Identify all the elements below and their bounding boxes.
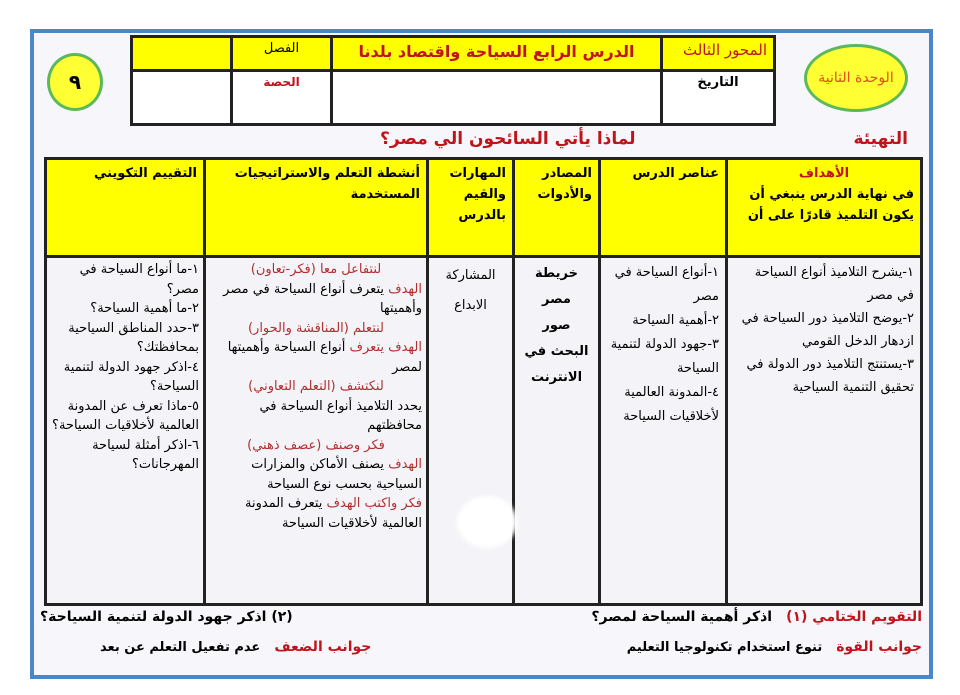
resource-item: خريطة xyxy=(535,266,578,281)
lesson-element-item: ٢-أهمية السياحة xyxy=(632,313,719,328)
goal-text: يصنف الأماكن والمزارات السياحية بحسب نوع… xyxy=(251,457,422,492)
objectives-cell: ١-يشرح التلاميذ أنواع السياحة في مصر ٢-يو… xyxy=(725,255,923,606)
strengths-text: تنوع استخدام تكنولوجيا التعليم xyxy=(626,639,823,655)
evaluation-row: جوانب القوة تنوع استخدام تكنولوجيا التعل… xyxy=(40,639,922,655)
strengths-label: جوانب القوة xyxy=(836,639,922,655)
assessment-item: ٤-اذكر جهود الدولة لتنمية السياحة؟ xyxy=(63,359,199,395)
activity-goal: فكر واكتب الهدف يتعرف المدونة العالمية ل… xyxy=(210,494,422,533)
header-resources: المصادر والأدوات xyxy=(512,157,601,258)
goal-label: الهدف xyxy=(388,281,422,297)
skill-item: الابداع xyxy=(454,298,487,313)
activity-strategy: فكر وصنف (عصف ذهني) xyxy=(247,437,385,453)
resource-item: البحث في xyxy=(524,344,589,359)
final-question-2: (٢) اذكر جهود الدولة لتنمية السياحة؟ xyxy=(40,609,293,625)
objectives-title: الأهداف xyxy=(798,166,850,181)
header-objectives: الأهداف في نهاية الدرس ينبغي أن يكون الت… xyxy=(725,157,923,258)
class-value[interactable] xyxy=(130,35,233,72)
elements-cell: ١-أنواع السياحة في مصر ٢-أهمية السياحة ٣-ج… xyxy=(598,255,728,606)
assessment-cell: ١-ما أنواع السياحة في مصر؟ ٢-ما أهمية الس… xyxy=(44,255,206,606)
header-elements: عناصر الدرس xyxy=(598,157,728,258)
assessment-item: ١-ما أنواع السياحة في مصر؟ xyxy=(79,262,199,297)
goal-label: الهدف xyxy=(388,457,422,472)
activity-strategy: لنتفاعل معا (فكر-تعاون) xyxy=(250,262,382,277)
goal-text: يتعرف المدونة العالمية لأخلاقيات السياحة xyxy=(245,496,422,531)
resource-item: مصر xyxy=(542,292,571,307)
goal-label: فكر واكتب الهدف xyxy=(326,496,422,511)
skills-cell: المشاركة الابداع xyxy=(426,255,515,606)
goal-text: أنواع السياحة وأهميتها لمصر xyxy=(227,340,422,375)
final-assessment-row: التقويم الختامي (١) اذكر أهمية السياحة ل… xyxy=(40,609,922,625)
blur-patch xyxy=(457,496,517,548)
class-label: الفصل xyxy=(230,35,333,72)
assessment-item: ٣-حدد المناطق السياحية بمحافظتك؟ xyxy=(68,320,199,356)
activity-strategy: لنتعلم (المناقشة والحوار) xyxy=(247,320,385,336)
date-label: التاريخ xyxy=(660,69,776,126)
activity-goal: الهدف يتعرف أنواع السياحة وأهميتها لمصر xyxy=(210,338,422,377)
objective-item: ٢-يوضح التلاميذ دور السياحة في ازدهار ال… xyxy=(741,311,914,349)
activity-goal: الهدف يتعرف أنواع السياحة في مصر وأهميته… xyxy=(210,280,422,319)
objective-item: ١-يشرح التلاميذ أنواع السياحة في مصر xyxy=(754,265,914,303)
resource-item: صور xyxy=(542,318,571,333)
lesson-element-item: ٣-جهود الدولة لتنمية السياحة xyxy=(610,337,719,376)
axis-cell: المحور الثالث xyxy=(660,35,776,72)
unit-badge: الوحدة الثانية xyxy=(804,44,908,112)
period-label: الحصة xyxy=(230,69,333,126)
activities-cell: لنتفاعل معا (فكر-تعاون) الهدف يتعرف أنواع… xyxy=(203,255,429,606)
final-question-1: اذكر أهمية السياحة لمصر؟ xyxy=(591,609,773,625)
objective-item: ٣-يستنتج التلاميذ دور الدولة في تحقيق ال… xyxy=(746,357,914,395)
lesson-number-badge: ٩ xyxy=(47,53,103,111)
goal-label: الهدف يتعرف xyxy=(349,340,422,355)
lesson-element-item: ٤-المدونة العالمية لأخلاقيات السياحة xyxy=(623,385,719,424)
assessment-item: ٦-اذكر أمثلة لسياحة المهرجانات؟ xyxy=(92,437,199,473)
lesson-element-item: ١-أنواع السياحة في مصر xyxy=(614,265,719,304)
resource-item: الانترنت xyxy=(530,370,583,385)
goal-text: يحدد التلاميذ أنواع السياحة في محافظتهم xyxy=(259,398,422,434)
resources-cell: خريطة مصر صور البحث في الانترنت xyxy=(512,255,601,606)
warmup-label: التهيئة xyxy=(853,129,908,149)
goal-text: يتعرف أنواع السياحة في مصر وأهميتها xyxy=(223,281,422,317)
header-activities: أنشطة التعلم والاستراتيجيات المستخدمة xyxy=(203,157,429,258)
weaknesses-text: عدم تفعيل التعلم عن بعد xyxy=(100,639,261,655)
header-skills: المهارات والقيم بالدرس xyxy=(426,157,515,258)
period-value[interactable] xyxy=(130,69,233,126)
skill-item: المشاركة xyxy=(445,268,496,283)
assessment-item: ٥-ماذا تعرف عن المدونة العالمية لأخلاقيا… xyxy=(52,398,199,434)
activity-goal: يحدد التلاميذ أنواع السياحة في محافظتهم xyxy=(210,397,422,436)
objectives-intro: في نهاية الدرس ينبغي أن يكون التلميذ قاد… xyxy=(747,187,914,223)
header-assessment: التقييم التكويني xyxy=(44,157,206,258)
activity-goal: الهدف يصنف الأماكن والمزارات السياحية بح… xyxy=(210,455,422,494)
weaknesses-label: جوانب الضعف xyxy=(274,639,372,655)
warmup-question: لماذا يأتي السائحون الي مصر؟ xyxy=(380,129,636,149)
assessment-item: ٢-ما أهمية السياحة؟ xyxy=(90,301,199,316)
final-assessment-label: التقويم الختامي (١) xyxy=(786,609,922,625)
activity-strategy: لنكتشف (التعلم التعاوني) xyxy=(248,379,384,394)
lesson-title: الدرس الرابع السياحة واقتصاد بلدنا xyxy=(330,35,663,72)
date-value[interactable] xyxy=(330,69,663,126)
